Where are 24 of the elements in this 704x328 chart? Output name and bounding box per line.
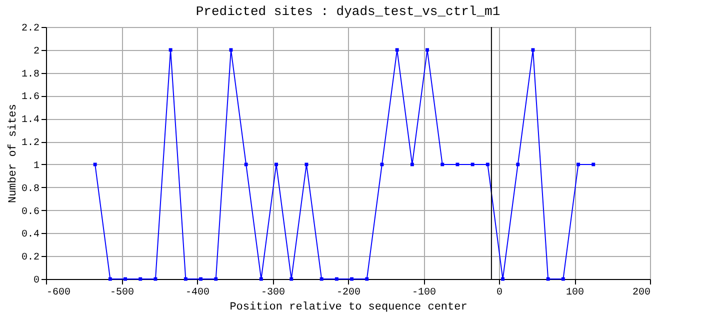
y-axis-title: Number of sites bbox=[7, 104, 20, 204]
y-tick-label: 0.4 bbox=[21, 230, 40, 241]
x-tick-label: 100 bbox=[566, 288, 584, 298]
x-tick-label: -400 bbox=[185, 288, 210, 298]
y-tick-label: 0.2 bbox=[21, 252, 40, 264]
y-tick-label: 2 bbox=[33, 46, 40, 58]
x-tick-label: -100 bbox=[412, 288, 436, 298]
x-tick-label: -600 bbox=[46, 288, 71, 298]
chart-title: Predicted sites : dyads_test_vs_ctrl_m1 bbox=[196, 4, 500, 19]
y-tick-label: 2.2 bbox=[21, 24, 40, 34]
y-tick-label: 1.4 bbox=[21, 115, 40, 126]
y-tick-label: 1.8 bbox=[21, 69, 40, 80]
x-axis-title: Position relative to sequence center bbox=[230, 302, 468, 314]
x-tick-label: -200 bbox=[336, 288, 361, 298]
y-tick-label: 0 bbox=[33, 276, 40, 286]
y-tick-label: 0.8 bbox=[21, 184, 40, 195]
y-tick-label: 1.6 bbox=[21, 92, 40, 104]
x-tick-label: 200 bbox=[632, 288, 650, 298]
x-tick-label: -300 bbox=[260, 288, 286, 298]
x-tick-label: 0 bbox=[496, 288, 503, 298]
y-tick-label: 1.2 bbox=[21, 138, 40, 150]
x-tick-label: -500 bbox=[110, 288, 134, 298]
y-tick-label: 0.6 bbox=[21, 206, 40, 218]
y-tick-label: 1 bbox=[33, 160, 40, 172]
